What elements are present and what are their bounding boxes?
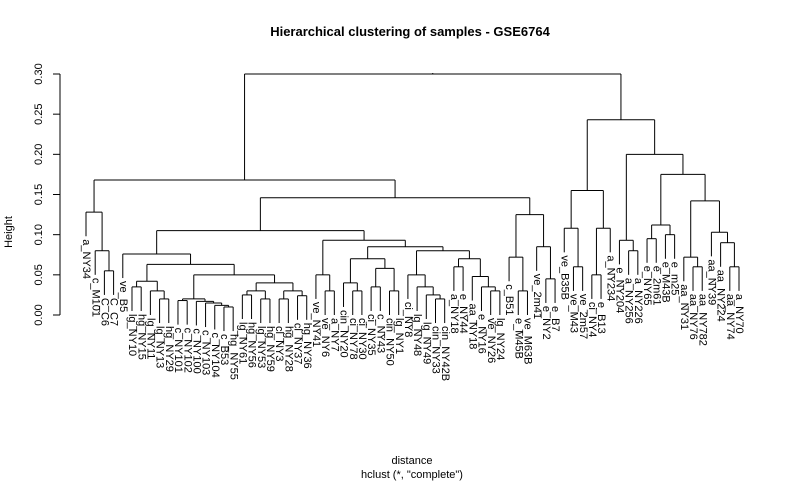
leaf-label: ci_NY30 bbox=[356, 318, 368, 360]
y-tick-label: 0.30 bbox=[33, 63, 45, 84]
leaf-label: lg_NY10 bbox=[126, 314, 138, 356]
leaf-label: e_NY2 bbox=[540, 306, 552, 340]
leaf-label: c_NY43 bbox=[374, 314, 386, 353]
leaf-label: c_NY103 bbox=[200, 330, 212, 375]
leaf-label: hg_NY59 bbox=[264, 326, 276, 372]
y-tick-label: 0.05 bbox=[33, 264, 45, 285]
leaf-label: e_NY204 bbox=[614, 267, 626, 313]
leaf-label: cin_NY42B bbox=[439, 326, 451, 381]
leaf-label: cl_NY37 bbox=[292, 323, 304, 365]
x-axis-label: distance bbox=[392, 455, 433, 467]
leaf-label: e_B13 bbox=[595, 302, 607, 334]
leaf-label: a_NY7 bbox=[328, 318, 340, 352]
leaf-label: c_M101 bbox=[89, 278, 101, 317]
leaf-label: lg_NY48 bbox=[411, 314, 423, 356]
leaf-label: ve_2m41 bbox=[531, 274, 543, 319]
leaf-label: C_C7 bbox=[108, 298, 120, 326]
leaf-label: e_NY44 bbox=[457, 294, 469, 334]
leaf-label: hg_NY15 bbox=[135, 314, 147, 360]
leaf-label: ci_NY8 bbox=[402, 302, 414, 337]
leaf-label: hg_NY29 bbox=[163, 326, 175, 372]
leaf-label: e_m25 bbox=[669, 262, 681, 296]
leaf-label: hg_NY28 bbox=[282, 326, 294, 372]
leaf-label: e_NY65 bbox=[641, 266, 653, 306]
chart-title: Hierarchical clustering of samples - GSE… bbox=[270, 24, 550, 39]
leaf-label: c_NY102 bbox=[181, 328, 193, 373]
leaf-label: lg_NY53 bbox=[255, 326, 267, 368]
leaf-label: e_M43B bbox=[660, 262, 672, 303]
leaf-label: aa_NY74 bbox=[724, 294, 736, 340]
leaf-label: c_NY101 bbox=[172, 328, 184, 373]
leaf-label: ve_NY41 bbox=[310, 302, 322, 347]
leaf-label: e_NY16 bbox=[476, 314, 488, 354]
y-axis-label: Height bbox=[3, 216, 15, 248]
leaf-label: aa_NY224 bbox=[715, 270, 727, 322]
leaf-label: cl_NY3 bbox=[273, 326, 285, 361]
leaf-label: c_B53 bbox=[218, 334, 230, 365]
y-tick-label: 0.15 bbox=[33, 184, 45, 205]
y-tick-label: 0.00 bbox=[33, 304, 45, 325]
leaf-label: cin_NY33 bbox=[430, 326, 442, 374]
subtitle: hclust (*, "complete") bbox=[361, 469, 463, 481]
leaf-label: hg_NY36 bbox=[301, 323, 313, 369]
leaf-label: ve_NY26 bbox=[485, 318, 497, 363]
leaf-label: ci_NY35 bbox=[365, 314, 377, 356]
leaf-label: ci_NY78 bbox=[347, 318, 359, 360]
leaf-label: a_NY256 bbox=[623, 278, 635, 324]
leaf-label: c_NY100 bbox=[190, 328, 202, 373]
leaf-label: a_NY34 bbox=[80, 239, 92, 279]
leaf-label: lg_NY49 bbox=[420, 322, 432, 364]
leaf-label: a_NY234 bbox=[604, 255, 616, 301]
leaf-label: lg_NY11 bbox=[144, 318, 156, 359]
leaf-label: cin_NY20 bbox=[338, 310, 350, 358]
leaf-label: aa_NY782 bbox=[696, 294, 708, 346]
leaf-label: a_NY18 bbox=[448, 294, 460, 334]
leaf-label: aa_NY39 bbox=[706, 259, 718, 305]
leaf-label: C_C6 bbox=[98, 298, 110, 326]
leaf-label: c_NY104 bbox=[209, 332, 221, 377]
leaf-label: hg_NY56 bbox=[246, 322, 258, 368]
leaf-label: ve_B5 bbox=[117, 281, 129, 312]
leaf-label: ve_2m57 bbox=[577, 294, 589, 339]
leaf-label: ve_NY6 bbox=[319, 318, 331, 357]
leaf-label: aa_NY31 bbox=[678, 284, 690, 330]
leaf-label: e_2m61 bbox=[650, 266, 662, 306]
leaf-label: lg_NY24 bbox=[494, 318, 506, 360]
leaf-label: aa_NY18 bbox=[466, 304, 478, 350]
leaf-label: a_NY226 bbox=[632, 278, 644, 324]
leaf-label: lg_NY1 bbox=[393, 318, 405, 354]
leaf-label: c_B51 bbox=[503, 284, 515, 315]
y-tick-label: 0.20 bbox=[33, 144, 45, 165]
y-tick-label: 0.25 bbox=[33, 103, 45, 124]
leaf-label: ve_M63B bbox=[522, 318, 534, 364]
leaf-label: e_B7 bbox=[549, 306, 561, 332]
leaf-label: aa_NY76 bbox=[687, 294, 699, 340]
leaf-label: cin_NY50 bbox=[384, 318, 396, 366]
leaf-label: hg_NY55 bbox=[227, 334, 239, 380]
leaf-label: e_M45B bbox=[512, 318, 524, 359]
leaf-label: a_NY70 bbox=[733, 294, 745, 334]
leaf-label: lg_NY13 bbox=[154, 326, 166, 368]
leaf-label: ve_M43 bbox=[568, 294, 580, 333]
leaf-label: ci_NY4 bbox=[586, 302, 598, 337]
leaf-label: ve_B35B bbox=[558, 255, 570, 300]
y-tick-label: 0.10 bbox=[33, 224, 45, 245]
leaf-label: lg_NY61 bbox=[236, 322, 248, 364]
